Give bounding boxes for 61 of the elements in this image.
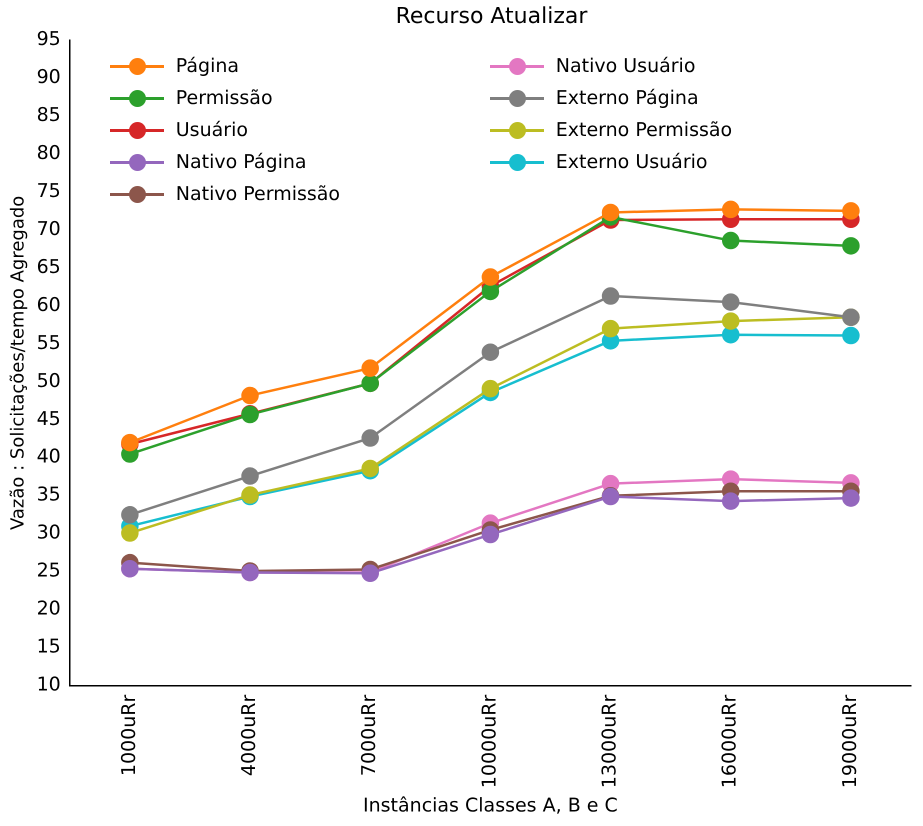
point [722, 326, 740, 344]
y-tick-label: 95 [36, 28, 61, 50]
x-tick-label: 19000uRr [838, 694, 861, 788]
y-tick-label: 30 [36, 522, 61, 544]
y-tick-label: 85 [36, 104, 61, 126]
x-tick-label: 4000uRr [238, 694, 260, 776]
point [602, 287, 620, 305]
y-tick-label: 65 [36, 256, 61, 278]
y-tick-label: 45 [36, 408, 61, 430]
y-axis-title: Vazão : Solicitações/tempo Agregado [7, 196, 28, 530]
y-tick-label: 15 [36, 636, 61, 658]
point [722, 232, 740, 250]
x-tick-label: 10000uRr [478, 694, 500, 788]
point [722, 293, 740, 311]
y-tick-label: 50 [36, 370, 61, 392]
point [842, 326, 860, 344]
point [361, 429, 379, 447]
point [602, 320, 620, 338]
point [121, 506, 139, 524]
chart-title: Recurso Atualizar [394, 4, 588, 29]
legend-label: Nativo Permissão [176, 183, 340, 205]
legend-label: Nativo Usuário [556, 55, 696, 77]
legend-label: Permissão [176, 87, 273, 109]
y-tick-label: 25 [36, 560, 61, 582]
y-tick-label: 10 [36, 674, 61, 696]
x-axis-title: Instâncias Classes A, B e C [363, 794, 618, 817]
point [482, 380, 500, 398]
point [842, 237, 860, 255]
point [482, 268, 500, 286]
y-tick-label: 20 [36, 598, 61, 620]
point [482, 526, 500, 544]
y-tick-label: 90 [36, 66, 61, 88]
y-tick-label: 55 [36, 332, 61, 354]
legend-label: Externo Permissão [556, 119, 732, 141]
point [722, 200, 740, 218]
point [842, 489, 860, 507]
y-tick-label: 60 [36, 294, 61, 316]
legend-label: Página [176, 55, 240, 77]
x-tick-label: 1000uRr [118, 694, 140, 776]
point [482, 343, 500, 361]
point [121, 524, 139, 542]
point [241, 386, 259, 404]
x-tick-label: 16000uRr [718, 694, 741, 788]
y-tick-label: 75 [36, 180, 61, 202]
x-tick-label: 7000uRr [358, 694, 380, 776]
point [241, 467, 259, 485]
point [602, 204, 620, 222]
point [482, 282, 500, 300]
y-tick-label: 40 [36, 446, 61, 468]
point [842, 202, 860, 220]
point [722, 492, 740, 510]
point [722, 312, 740, 330]
y-tick-label: 80 [36, 142, 61, 164]
legend-label: Usuário [176, 119, 248, 141]
x-tick-label: 13000uRr [598, 694, 620, 788]
legend-label: Externo Página [556, 87, 699, 109]
legend-label: Nativo Página [176, 151, 307, 173]
legend-label: Externo Usuário [556, 151, 708, 173]
point [361, 359, 379, 377]
y-tick-label: 35 [36, 484, 61, 506]
y-tick-label: 70 [36, 218, 61, 240]
